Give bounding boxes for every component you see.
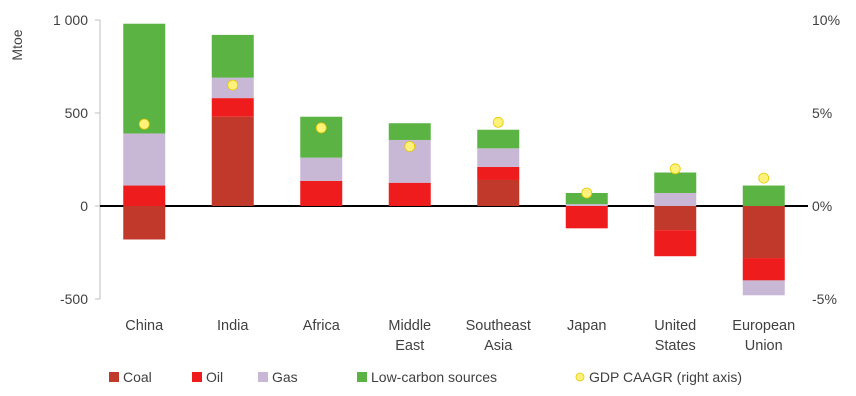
- bar-segment: [388, 182, 431, 206]
- bar-segment: [477, 166, 520, 180]
- bar-segment: [123, 185, 166, 206]
- category-label: China: [125, 318, 164, 334]
- legend-swatch: [192, 372, 202, 382]
- right-tick-label: 0%: [812, 198, 832, 214]
- category-label: Africa: [303, 318, 341, 334]
- bar-segment: [742, 206, 785, 259]
- bar-segment: [477, 148, 520, 167]
- gdp-marker: [492, 116, 504, 128]
- bar-segment: [477, 129, 520, 149]
- bar-segment: [300, 157, 343, 181]
- legend: Coal Oil Gas Low-carbon sources GDP CAAGR (r…: [109, 369, 742, 385]
- bar-segment: [300, 180, 343, 206]
- category-label: Asia: [484, 338, 513, 354]
- left-tick-label: 1 000: [53, 12, 88, 28]
- legend-swatch: [109, 372, 119, 382]
- gdp-markers: [138, 79, 770, 199]
- bars: [123, 23, 785, 296]
- legend-label: Gas: [272, 369, 298, 385]
- axes: [95, 19, 808, 300]
- legend-swatch: [258, 372, 268, 382]
- bar-segment: [211, 34, 254, 78]
- category-label: East: [395, 338, 424, 354]
- category-label: European: [732, 318, 795, 334]
- bar-segment: [123, 23, 166, 134]
- bar-segment: [654, 230, 697, 257]
- left-tick-label: 500: [65, 105, 89, 121]
- bar-segment: [388, 123, 431, 140]
- gdp-marker: [138, 118, 150, 130]
- gdp-marker: [404, 141, 416, 152]
- right-tick-label: 10%: [812, 12, 840, 28]
- axis-labels: 1 000 500 0 -500 10% 5% 0% -5% Mtoe China India Afr…: [9, 12, 840, 354]
- category-label: Japan: [567, 318, 607, 334]
- bar-segment: [742, 280, 785, 296]
- left-tick-label: -500: [60, 291, 88, 307]
- category-label: United: [654, 318, 696, 334]
- gdp-marker: [758, 172, 770, 184]
- category-label: India: [217, 318, 249, 334]
- category-label: States: [655, 338, 696, 354]
- bar-segment: [123, 133, 166, 186]
- category-label: Southeast: [466, 318, 531, 334]
- gdp-marker: [581, 187, 593, 199]
- bar-segment: [565, 192, 608, 205]
- bar-segment: [123, 206, 166, 240]
- bar-segment: [654, 172, 697, 193]
- bar-segment: [565, 204, 608, 206]
- gdp-marker: [669, 163, 681, 175]
- legend-label: Oil: [206, 369, 223, 385]
- left-tick-label: 0: [80, 198, 88, 214]
- legend-swatch: [575, 372, 585, 382]
- legend-swatch: [357, 372, 367, 382]
- bar-segment: [211, 116, 254, 206]
- bar-segment: [565, 206, 608, 229]
- bar-segment: [742, 185, 785, 206]
- legend-label: Low-carbon sources: [371, 369, 497, 385]
- legend-label: Coal: [123, 369, 152, 385]
- bar-segment: [211, 98, 254, 117]
- bar-segment: [477, 179, 520, 206]
- category-label: Union: [745, 338, 783, 354]
- category-label: Middle: [388, 318, 431, 334]
- right-tick-label: -5%: [812, 291, 837, 307]
- bar-segment: [742, 258, 785, 281]
- bar-segment: [654, 192, 697, 206]
- legend-label: GDP CAAGR (right axis): [589, 369, 742, 385]
- y-axis-title: Mtoe: [9, 29, 25, 60]
- gdp-marker: [315, 122, 327, 134]
- right-tick-label: 5%: [812, 105, 832, 121]
- gdp-marker: [227, 79, 239, 91]
- bar-segment: [654, 206, 697, 231]
